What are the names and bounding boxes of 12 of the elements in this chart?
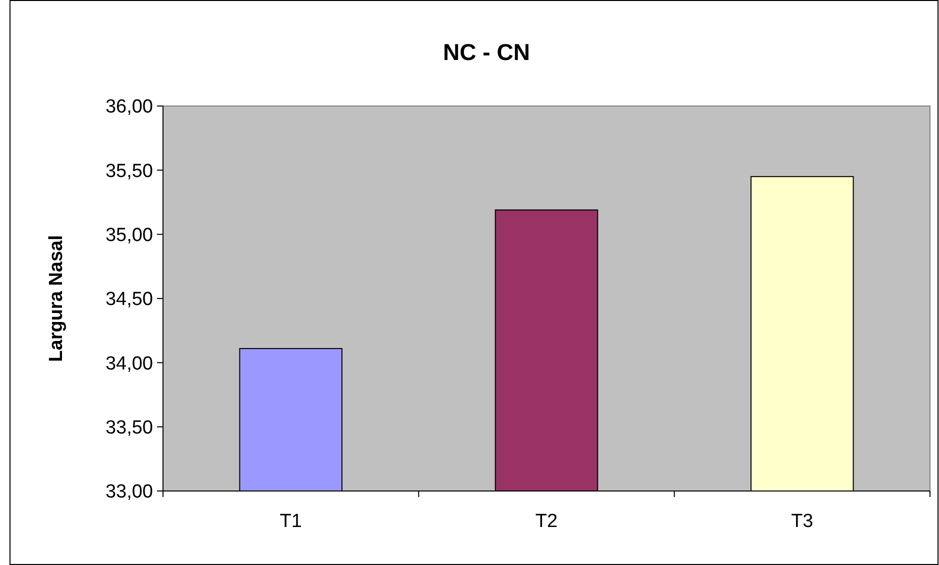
y-tick-label: 34,50 (105, 289, 153, 310)
chart-title: NC - CN (443, 39, 530, 65)
y-tick-label: 35,50 (105, 160, 153, 182)
y-tick-label: 35,00 (105, 224, 153, 246)
x-tick-label: T2 (535, 511, 558, 532)
y-tick-label: 33,00 (105, 482, 153, 503)
y-tick-label: 33,50 (105, 417, 153, 438)
y-tick-label: 36,00 (105, 96, 153, 118)
y-axis-title: Largura Nasal (46, 235, 67, 362)
x-tick-label: T1 (280, 511, 302, 532)
y-tick-label: 34,00 (105, 353, 153, 374)
x-tick-label: T3 (791, 511, 814, 532)
